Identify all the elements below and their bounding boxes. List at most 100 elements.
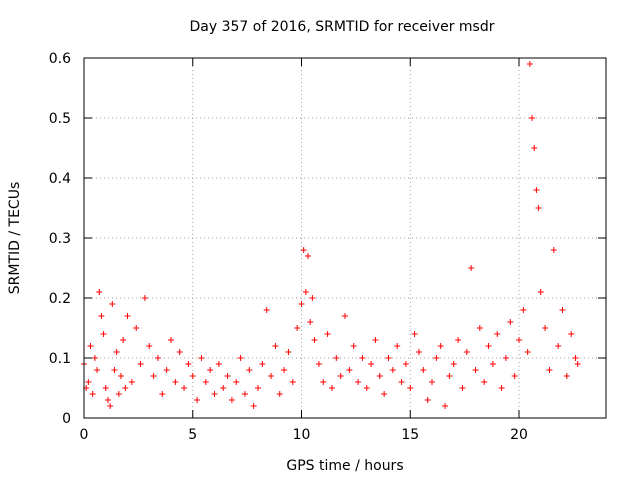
data-point [559,307,566,313]
data-point [194,397,201,403]
grid [84,58,606,418]
data-point [263,307,270,313]
data-point [220,385,227,391]
data-point [442,403,449,409]
data-point [355,379,362,385]
data-point [185,361,192,367]
data-point [498,385,505,391]
data-point [202,379,209,385]
data-point [91,355,98,361]
x-tick-label: 20 [510,427,528,443]
y-axis-label: SRMTID / TECUs [7,182,23,295]
data-point [546,367,553,373]
y-tick-label: 0.2 [49,291,71,307]
y-tick-label: 0.6 [49,51,71,67]
data-point [494,331,501,337]
axis-ticks: 0 5 10 15 20 0 0.1 0.2 0.3 0.4 0.5 0.6 [49,51,606,443]
data-point [555,343,562,349]
data-points [81,61,581,409]
data-point [104,397,111,403]
data-point [433,355,440,361]
y-tick-label: 0.5 [49,111,71,127]
data-point [526,61,533,67]
data-point [450,361,457,367]
data-point [163,367,170,373]
data-point [294,325,301,331]
data-point [137,361,144,367]
data-point [281,367,288,373]
data-point [224,373,231,379]
data-point [87,343,94,349]
data-point [533,187,540,193]
data-point [117,373,124,379]
data-point [411,331,418,337]
data-point [535,205,542,211]
data-point [572,355,579,361]
data-point [550,247,557,253]
data-point [96,289,103,295]
data-point [289,379,296,385]
data-point [107,403,114,409]
x-tick-label: 10 [293,427,311,443]
data-point [398,379,405,385]
data-point [350,343,357,349]
data-point [328,385,335,391]
y-tick-label: 0.3 [49,231,71,247]
data-point [215,361,222,367]
data-point [520,307,527,313]
data-point [241,391,248,397]
data-point [485,343,492,349]
data-point [542,325,549,331]
data-point [122,385,129,391]
data-point [133,325,140,331]
data-point [109,301,116,307]
data-point [394,343,401,349]
data-point [524,349,531,355]
data-point [207,367,214,373]
data-point [102,385,109,391]
data-point [389,367,396,373]
data-point [94,367,101,373]
data-point [459,385,466,391]
data-point [250,403,257,409]
data-point [507,319,514,325]
data-point [168,337,174,343]
data-point [154,355,161,361]
data-point [511,373,518,379]
data-point [455,337,462,343]
data-point [359,355,366,361]
data-point [463,349,470,355]
data-point [489,361,496,367]
data-point [376,373,383,379]
data-point [89,391,96,397]
data-point [159,391,166,397]
y-tick-label: 0.1 [49,351,71,367]
data-point [305,253,312,259]
data-point [146,343,153,349]
data-point [381,391,388,397]
data-point [228,397,235,403]
data-point [141,295,148,301]
data-point [237,355,244,361]
data-point [311,337,318,343]
x-tick-label: 0 [80,427,89,443]
data-point [211,391,218,397]
data-point [307,319,314,325]
data-point [420,367,427,373]
data-point [320,379,327,385]
data-point [100,331,107,337]
data-point [481,379,488,385]
data-point [128,379,135,385]
chart-title: Day 357 of 2016, SRMTID for receiver msd… [190,19,495,35]
data-point [472,367,479,373]
data-point [446,373,453,379]
data-point [298,301,305,307]
data-point [268,373,275,379]
y-tick-label: 0 [62,411,71,427]
data-point [415,349,422,355]
data-point [285,349,292,355]
data-point [368,361,375,367]
x-axis-label: GPS time / hours [286,458,403,474]
data-point [531,145,538,151]
data-point [574,361,581,367]
